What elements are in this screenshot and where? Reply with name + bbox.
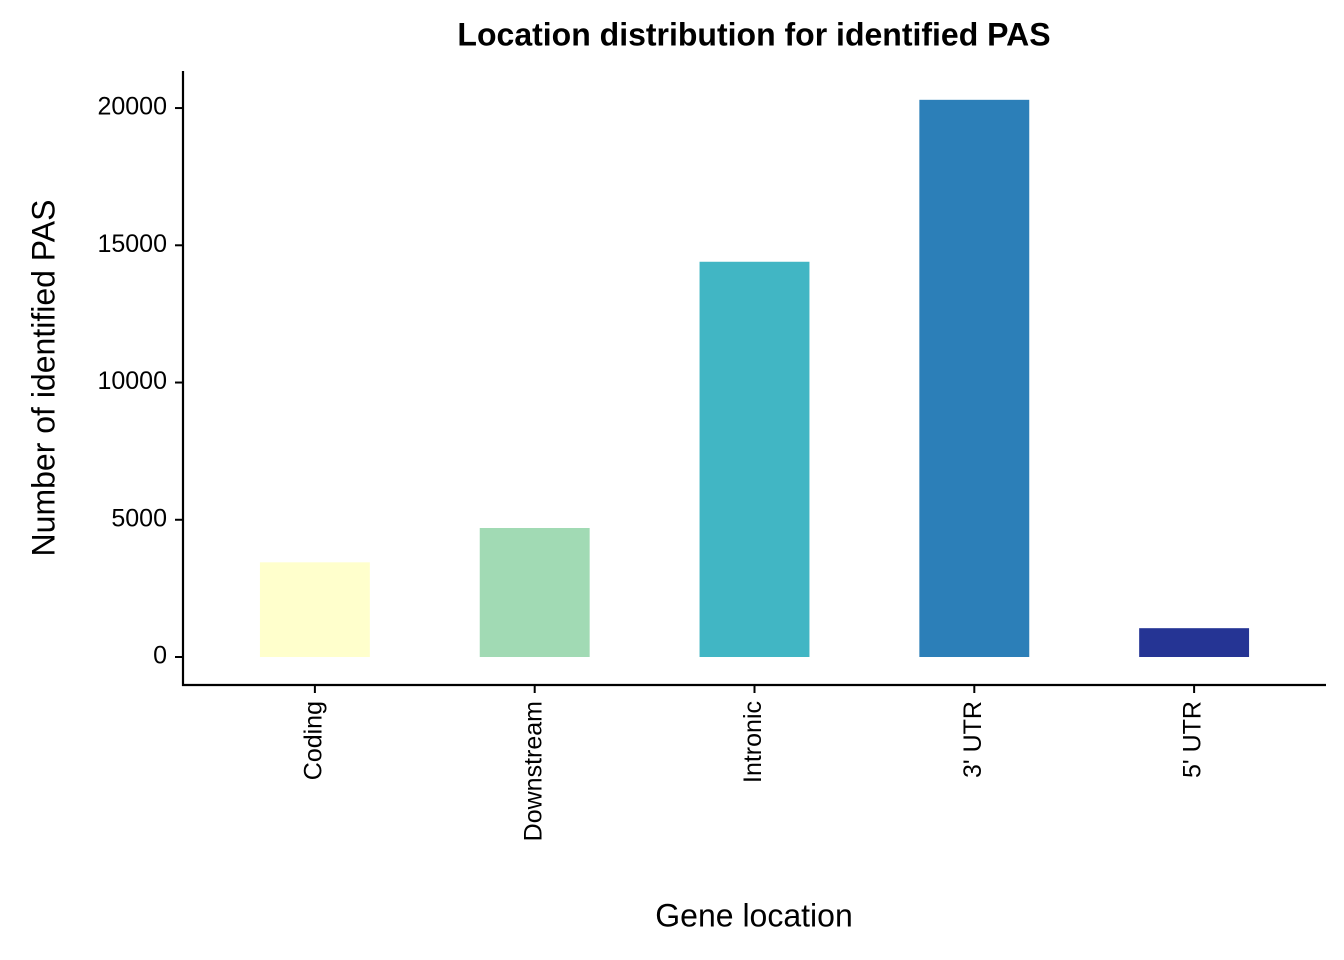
bar	[919, 99, 1030, 658]
y-tick-label: 0	[153, 642, 167, 670]
bar	[699, 261, 810, 658]
chart-title: Location distribution for identified PAS	[457, 16, 1050, 52]
x-tick-label: 5' UTR	[1179, 701, 1207, 778]
bar	[259, 562, 370, 658]
x-axis-title: Gene location	[655, 897, 852, 933]
x-tick-label: Intronic	[739, 701, 767, 783]
x-tick-label: Downstream	[519, 701, 547, 841]
bar	[479, 528, 590, 658]
y-tick-label: 10000	[97, 367, 167, 395]
y-tick-label: 5000	[111, 504, 167, 532]
bar	[1139, 628, 1250, 658]
y-tick-label: 20000	[97, 93, 167, 121]
x-tick-label: Coding	[299, 701, 327, 780]
x-tick-label: 3' UTR	[959, 701, 987, 778]
y-axis-title: Number of identified PAS	[25, 200, 61, 557]
y-tick-label: 15000	[97, 230, 167, 258]
